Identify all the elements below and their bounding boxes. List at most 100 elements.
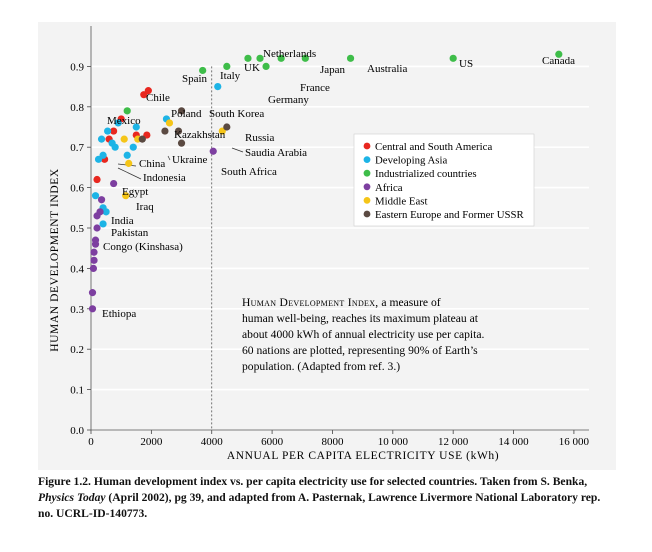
data-point	[104, 127, 112, 135]
data-point	[223, 62, 231, 70]
data-point	[209, 147, 217, 155]
annotation-note: Human Development Index, a measure of hu…	[242, 296, 485, 373]
legend-label: Africa	[375, 182, 403, 194]
country-label-south-africa: South Africa	[221, 166, 277, 178]
country-label-chile: Chile	[146, 92, 170, 104]
data-point	[99, 151, 107, 159]
leader-line	[167, 155, 171, 161]
data-point	[111, 143, 119, 151]
country-label-netherlands: Netherlands	[263, 48, 316, 60]
data-point	[174, 127, 183, 135]
data-point	[97, 196, 106, 204]
note-line-2: human well-being, reaches its maximum pl…	[242, 312, 479, 325]
country-label-south-korea: South Korea	[209, 108, 264, 120]
data-point	[199, 66, 207, 75]
data-point	[110, 179, 118, 188]
axes	[87, 26, 589, 434]
data-point	[123, 107, 131, 115]
legend-swatch	[363, 210, 371, 218]
data-point	[144, 87, 152, 95]
legend-label: Eastern Europe and Former USSR	[375, 209, 525, 221]
x-tick-label: 6000	[261, 436, 284, 448]
country-label-russia: Russia	[245, 132, 274, 144]
y-tick-label: 0.7	[70, 142, 84, 154]
data-point	[138, 135, 146, 143]
leader-line	[231, 147, 244, 153]
country-label-poland: Poland	[171, 108, 202, 120]
caption-part-1: Figure 1.2. Human development index vs. …	[38, 475, 588, 488]
data-point	[93, 224, 101, 232]
legend-swatch	[363, 169, 371, 177]
y-tick-label: 0.2	[70, 344, 84, 356]
data-point	[346, 54, 355, 62]
note-line-1: Human Development Index, a measure of	[242, 296, 441, 309]
legend-label: Middle East	[375, 195, 427, 207]
note-line-3: about 4000 kWh of annual electricity use…	[242, 328, 485, 341]
data-point	[129, 143, 137, 151]
data-point	[93, 175, 101, 184]
y-tick-label: 0.3	[70, 304, 84, 316]
country-label-germany: Germany	[268, 94, 309, 106]
country-label-mexico: Mexico	[107, 115, 141, 127]
legend-swatch	[363, 142, 371, 150]
country-label-spain: Spain	[182, 73, 208, 85]
data-point	[91, 236, 100, 244]
country-label-egypt: Egypt	[122, 186, 148, 198]
note-title: Human Development Index,	[242, 296, 379, 309]
country-label-canada: Canada	[542, 55, 575, 67]
legend-swatch	[363, 156, 371, 164]
leader-line	[117, 167, 142, 180]
country-label-ukraine: Ukraine	[172, 154, 208, 166]
country-label-france: France	[300, 82, 330, 94]
legend-label: Industrialized countries	[375, 168, 477, 180]
country-label-india: India	[111, 215, 134, 227]
data-point	[165, 119, 174, 127]
data-point	[90, 248, 98, 256]
y-tick-label: 0.5	[70, 223, 84, 235]
country-label-japan: Japan	[320, 64, 346, 76]
country-label-australia: Australia	[367, 63, 407, 75]
data-point	[99, 220, 107, 228]
data-point	[90, 256, 98, 264]
x-tick-label: 14 000	[498, 436, 529, 448]
y-axis-label: HUMAN DEVELOPMENT INDEX	[49, 168, 61, 352]
x-axis-label: ANNUAL PER CAPITA ELECTRICITY USE (kWh)	[227, 450, 499, 462]
data-point	[214, 83, 222, 91]
note-line-5: population. (Adapted from ref. 3.)	[242, 360, 400, 373]
x-tick-label: 2000	[140, 436, 163, 448]
y-tick-label: 0.0	[70, 425, 84, 437]
gridlines	[91, 65, 589, 391]
y-tick-label: 0.9	[70, 61, 84, 73]
country-label-italy: Italy	[220, 70, 241, 82]
country-label-indonesia: Indonesia	[143, 172, 186, 184]
data-point	[277, 54, 285, 62]
note-line-1-text: a measure of	[381, 296, 440, 309]
data-point	[223, 123, 231, 131]
data-point	[89, 264, 98, 272]
data-point	[256, 54, 264, 62]
data-point	[262, 62, 270, 70]
caption-journal: Physics Today	[38, 491, 106, 504]
caption-part-2: (April 2002), pg 39, and adapted from A.…	[38, 491, 601, 520]
data-point	[244, 54, 252, 62]
data-point	[177, 139, 186, 147]
data-point	[91, 192, 100, 200]
country-label-ethiopa: Ethiopa	[102, 308, 136, 320]
country-labels: Canada US Australia Japan NetherlandsUKItaly…	[102, 48, 575, 320]
data-point	[88, 289, 97, 297]
data-point	[301, 54, 309, 62]
country-label-china: China	[139, 158, 165, 170]
figure-caption: Figure 1.2. Human development index vs. …	[38, 474, 618, 522]
tick-labels: 0.0 0.1 0.2 0.3 0.4 0.5 0.6 0.7 0.8 0.9 0 2000 4000 6…	[70, 61, 589, 448]
legend-swatch	[363, 183, 371, 191]
legend-swatch	[363, 197, 371, 204]
legend-label: Developing Asia	[375, 155, 447, 167]
data-point	[122, 192, 130, 200]
data-point	[120, 135, 128, 143]
country-label-pakistan: Pakistan	[111, 227, 149, 239]
data-point	[132, 123, 140, 131]
y-tick-label: 0.1	[70, 385, 84, 397]
data-point	[123, 151, 131, 159]
x-tick-label: 8000	[321, 436, 344, 448]
